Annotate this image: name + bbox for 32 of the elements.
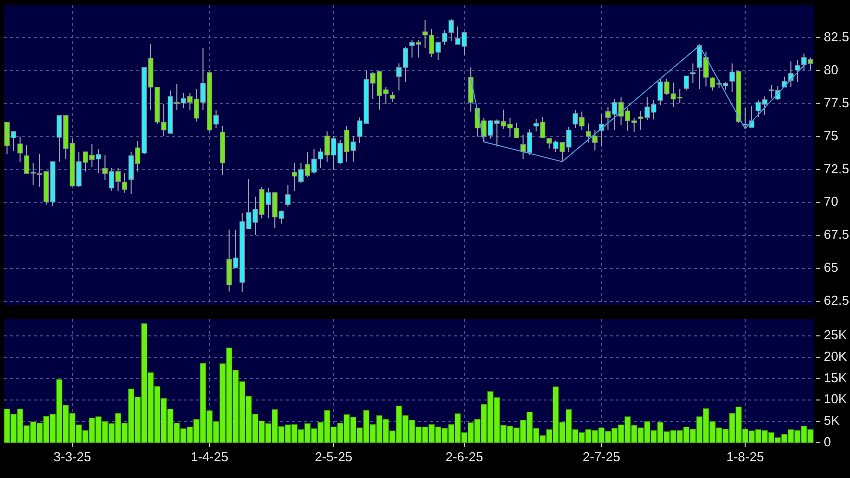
y-tick-label: 65 [824, 260, 838, 276]
y-tick-label: 72.5 [824, 161, 850, 176]
y-tick-label: 67.5 [824, 227, 850, 242]
x-tick-label: 2-7-25 [582, 449, 620, 464]
x-tick-label: 1-8-25 [726, 449, 764, 464]
candlestick [599, 114, 604, 148]
y-tick-label: 25K [824, 328, 848, 343]
y-tick-label: 62.5 [824, 293, 850, 308]
y-tick-label: 5K [824, 413, 840, 428]
y-tick-label: 0 [824, 434, 832, 450]
y-tick-label: 80 [824, 62, 838, 78]
y-tick-label: 15K [824, 370, 848, 386]
x-tick-label: 1-4-25 [190, 449, 229, 464]
x-tick-label: 2-5-25 [315, 449, 353, 464]
candlestick [442, 30, 448, 46]
y-tick-label: 20K [824, 348, 848, 364]
candlestick [795, 60, 800, 83]
candlestick [448, 19, 454, 42]
candlestick [390, 92, 396, 102]
y-tick-label: 70 [824, 194, 838, 210]
candlestick [690, 63, 696, 84]
x-tick-label: 2-6-25 [446, 449, 484, 464]
candlestick [286, 184, 291, 208]
y-tick-label: 10K [824, 392, 848, 407]
candlestick [684, 76, 690, 92]
y-tick-label: 77.5 [824, 95, 850, 110]
candlestick [18, 136, 23, 164]
y-tick-label: 82.5 [824, 29, 850, 44]
candlestick [122, 172, 128, 194]
x-tick-label: 3-3-25 [54, 449, 92, 464]
y-tick-label: 75 [824, 128, 838, 144]
candlestick [788, 61, 794, 88]
